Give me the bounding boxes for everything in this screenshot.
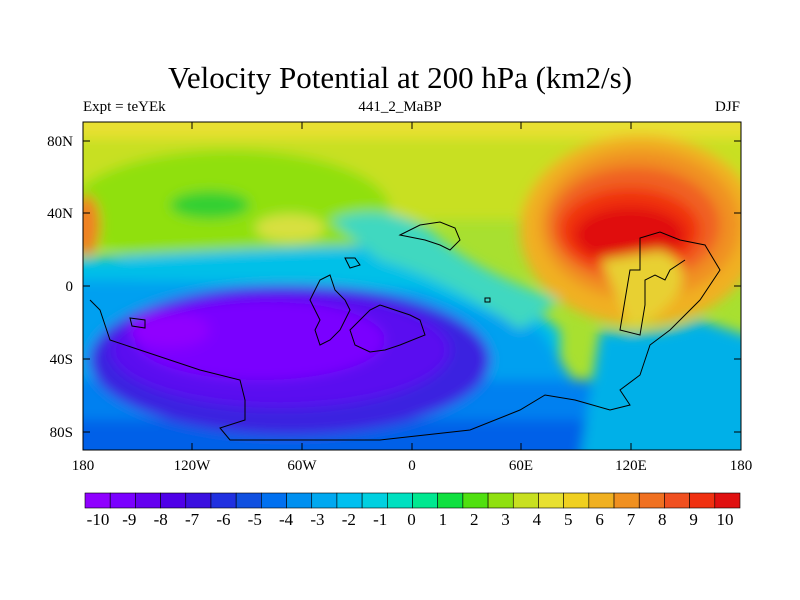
- colorbar-swatch: [109, 492, 136, 509]
- y-tick-0: 0: [66, 279, 74, 295]
- axis-ticks: [83, 122, 741, 450]
- y-tick-40n: 40N: [47, 206, 73, 222]
- colorbar-swatch: [462, 492, 489, 509]
- colorbar-swatch: [361, 492, 388, 509]
- case-label: 441_2_MaBP: [358, 99, 442, 115]
- x-tick-60w: 60W: [287, 458, 317, 474]
- colorbar-swatch: [512, 492, 539, 509]
- colorbar-label: 2: [470, 510, 479, 529]
- colorbar-label: -6: [216, 510, 230, 529]
- colorbar-swatch: [487, 492, 514, 509]
- colorbar-label: -10: [87, 510, 110, 529]
- colorbar-label: 3: [501, 510, 510, 529]
- x-tick-60e: 60E: [509, 458, 533, 474]
- colorbar-swatch: [664, 492, 690, 509]
- colorbar-swatch: [311, 492, 338, 509]
- colorbar-label: -1: [373, 510, 387, 529]
- experiment-label: Expt = teYEk: [83, 99, 166, 115]
- colorbar-swatch: [613, 492, 640, 509]
- colorbar-swatch: [84, 492, 111, 509]
- colorbar-swatch: [412, 492, 438, 509]
- season-label: DJF: [714, 99, 740, 115]
- y-tick-80s: 80S: [50, 425, 73, 441]
- x-tick-180w: 180: [72, 458, 95, 474]
- x-tick-120e: 120E: [615, 458, 647, 474]
- x-tick-120w: 120W: [174, 458, 212, 474]
- colorbar-labels: -10 -9 -8 -7 -6 -5 -4 -3 -2 -1 0 1 2 3 4 5 6 7 8 9 10: [87, 510, 734, 529]
- colorbar-label: 9: [689, 510, 698, 529]
- x-tick-180e: 180: [730, 458, 753, 474]
- colorbar-swatch: [588, 492, 615, 509]
- colorbar-swatch: [286, 492, 313, 509]
- colorbar-swatch: [336, 492, 363, 509]
- colorbar-swatch: [538, 492, 564, 509]
- colorbar-swatch: [437, 492, 464, 509]
- colorbar-label: 5: [564, 510, 573, 529]
- y-tick-40s: 40S: [50, 352, 73, 368]
- colorbar-swatch: [210, 492, 237, 509]
- y-tick-80n: 80N: [47, 134, 73, 150]
- colorbar-swatch: [689, 492, 716, 509]
- colorbar-label: 0: [407, 510, 416, 529]
- colorbar-swatch: [261, 492, 287, 509]
- colorbar-label: -8: [154, 510, 168, 529]
- colorbar-label: 4: [533, 510, 542, 529]
- colorbar-label: 10: [717, 510, 734, 529]
- plot-title: Velocity Potential at 200 hPa (km2/s): [167, 60, 633, 95]
- colorbar-label: -2: [342, 510, 356, 529]
- colorbar-swatch: [235, 492, 262, 509]
- colorbar-label: 1: [439, 510, 448, 529]
- colorbar-swatch: [135, 492, 161, 509]
- colorbar-label: -3: [310, 510, 324, 529]
- colorbar-swatch: [714, 492, 741, 509]
- colorbar-label: -9: [122, 510, 136, 529]
- colorbar-label: 7: [627, 510, 636, 529]
- colorbar: [84, 492, 741, 509]
- colorbar-swatch: [387, 492, 413, 509]
- colorbar-label: -5: [248, 510, 262, 529]
- colorbar-label: -7: [185, 510, 200, 529]
- colorbar-label: 6: [595, 510, 604, 529]
- colorbar-swatch: [638, 492, 665, 509]
- coastlines: [89, 221, 721, 441]
- contour-fill: [83, 122, 741, 450]
- colorbar-label: 8: [658, 510, 667, 529]
- colorbar-swatch: [160, 492, 187, 509]
- colorbar-swatch: [185, 492, 212, 509]
- colorbar-label: -4: [279, 510, 294, 529]
- colorbar-swatch: [563, 492, 590, 509]
- x-tick-0: 0: [408, 458, 416, 474]
